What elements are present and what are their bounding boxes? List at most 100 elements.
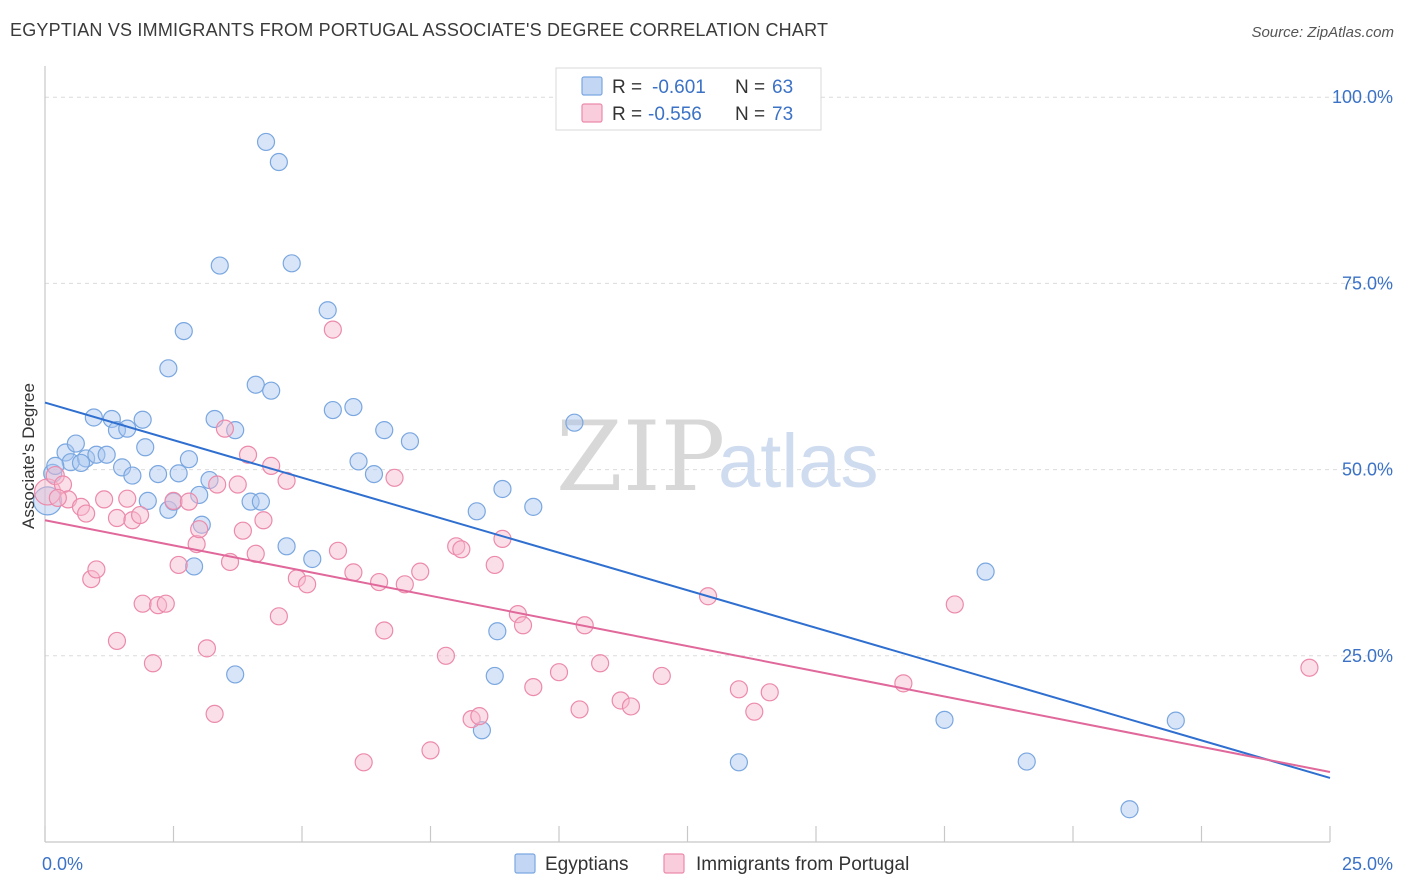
legend-n-label-portugal: N =	[735, 104, 765, 125]
data-point-portugal	[130, 505, 150, 525]
data-point-portugal	[1300, 658, 1319, 677]
data-point-portugal	[215, 419, 234, 438]
data-point-portugal	[421, 741, 440, 760]
data-point-egyptians	[169, 464, 188, 483]
data-point-portugal	[156, 594, 175, 613]
source-label: Source: ZipAtlas.com	[1251, 24, 1394, 41]
data-point-portugal	[485, 555, 504, 575]
data-point-portugal	[745, 702, 764, 721]
data-point-egyptians	[251, 492, 270, 511]
data-point-portugal	[729, 680, 749, 699]
y-tick-label: 75.0%	[1342, 273, 1393, 293]
data-point-egyptians	[488, 622, 507, 641]
data-point-portugal	[945, 595, 964, 614]
data-point-egyptians	[71, 453, 91, 473]
data-point-portugal	[87, 560, 106, 579]
data-point-portugal	[411, 562, 430, 581]
data-point-egyptians	[472, 721, 491, 740]
data-point-egyptians	[256, 132, 276, 152]
data-point-egyptians	[467, 502, 486, 521]
data-point-portugal	[524, 677, 543, 697]
data-point-portugal	[82, 569, 101, 589]
data-point-egyptians	[935, 710, 954, 729]
x-tick-label: 25.0%	[1342, 854, 1393, 874]
y-tick-label: 50.0%	[1342, 460, 1393, 480]
watermark: ZIP atlas	[556, 401, 879, 513]
data-point-portugal	[118, 489, 137, 508]
data-point-portugal	[205, 704, 224, 724]
data-point-egyptians	[565, 413, 584, 432]
data-point-egyptians	[179, 450, 199, 469]
data-point-egyptians	[226, 665, 245, 684]
data-point-egyptians	[97, 445, 116, 464]
data-point-portugal	[95, 490, 114, 509]
data-point-egyptians	[729, 753, 749, 772]
data-point-portugal	[164, 491, 183, 510]
data-point-portugal	[133, 594, 152, 613]
y-tick-label: 25.0%	[1342, 646, 1393, 666]
data-point-egyptians	[136, 438, 155, 457]
data-point-egyptians	[32, 486, 63, 516]
data-point-portugal	[328, 541, 348, 560]
data-point-portugal	[269, 607, 288, 626]
series-legend-swatch-portugal	[663, 853, 685, 874]
data-point-portugal	[238, 445, 258, 464]
data-point-egyptians	[375, 421, 394, 440]
data-point-portugal	[452, 540, 471, 559]
legend-n-value-portugal: 73	[772, 104, 793, 125]
data-point-portugal	[77, 504, 96, 523]
data-point-egyptians	[190, 485, 209, 505]
data-point-egyptians	[1166, 711, 1185, 730]
data-point-portugal	[385, 468, 404, 487]
axes	[44, 66, 1331, 843]
series-legend-swatch-egyptians	[514, 853, 536, 874]
data-point-portugal	[323, 320, 342, 339]
legend-r-label-portugal: R =	[612, 104, 642, 125]
legend-r-label-egyptians: R =	[612, 77, 642, 98]
data-point-portugal	[197, 639, 217, 658]
data-point-egyptians	[123, 466, 142, 485]
data-point-portugal	[375, 621, 394, 640]
data-point-portugal	[208, 475, 227, 494]
data-point-egyptians	[277, 537, 296, 556]
data-point-portugal	[298, 575, 317, 594]
data-point-portugal	[652, 666, 671, 686]
data-point-portugal	[549, 663, 569, 682]
data-point-egyptians	[349, 452, 368, 471]
data-point-portugal	[107, 508, 127, 528]
gridlines	[45, 96, 1392, 657]
stats-legend: R = -0.601 N = 63 R = -0.556 N = 73	[555, 67, 822, 131]
trend-line-egyptians	[44, 401, 1331, 779]
data-point-egyptians	[303, 549, 322, 569]
data-point-portugal	[436, 646, 456, 665]
data-point-egyptians	[87, 445, 106, 464]
data-point-egyptians	[1120, 800, 1139, 819]
y-tick-label: 100.0%	[1332, 87, 1393, 107]
data-point-egyptians	[66, 434, 85, 453]
data-point-portugal	[233, 521, 252, 540]
legend-n-label-egyptians: N =	[735, 77, 765, 98]
data-point-egyptians	[269, 152, 288, 172]
data-point-egyptians	[61, 453, 80, 472]
data-point-portugal	[169, 555, 188, 575]
data-points	[32, 132, 1319, 819]
data-point-portugal	[513, 616, 533, 635]
data-point-egyptians	[56, 443, 75, 462]
data-point-portugal	[354, 753, 373, 772]
series-legend-label-portugal: Immigrants from Portugal	[696, 854, 909, 875]
data-point-portugal	[48, 488, 67, 508]
data-point-portugal	[621, 697, 641, 716]
data-point-portugal	[395, 575, 414, 594]
data-point-egyptians	[46, 456, 65, 475]
data-point-portugal	[254, 511, 273, 530]
data-point-egyptians	[323, 400, 342, 420]
data-point-portugal	[190, 520, 209, 539]
legend-r-value-portugal: -0.556	[648, 104, 702, 125]
data-point-portugal	[611, 691, 630, 710]
data-point-portugal	[143, 654, 163, 673]
data-point-portugal	[470, 707, 489, 726]
data-point-egyptians	[138, 491, 157, 510]
data-point-egyptians	[159, 359, 178, 378]
data-point-portugal	[148, 596, 168, 615]
